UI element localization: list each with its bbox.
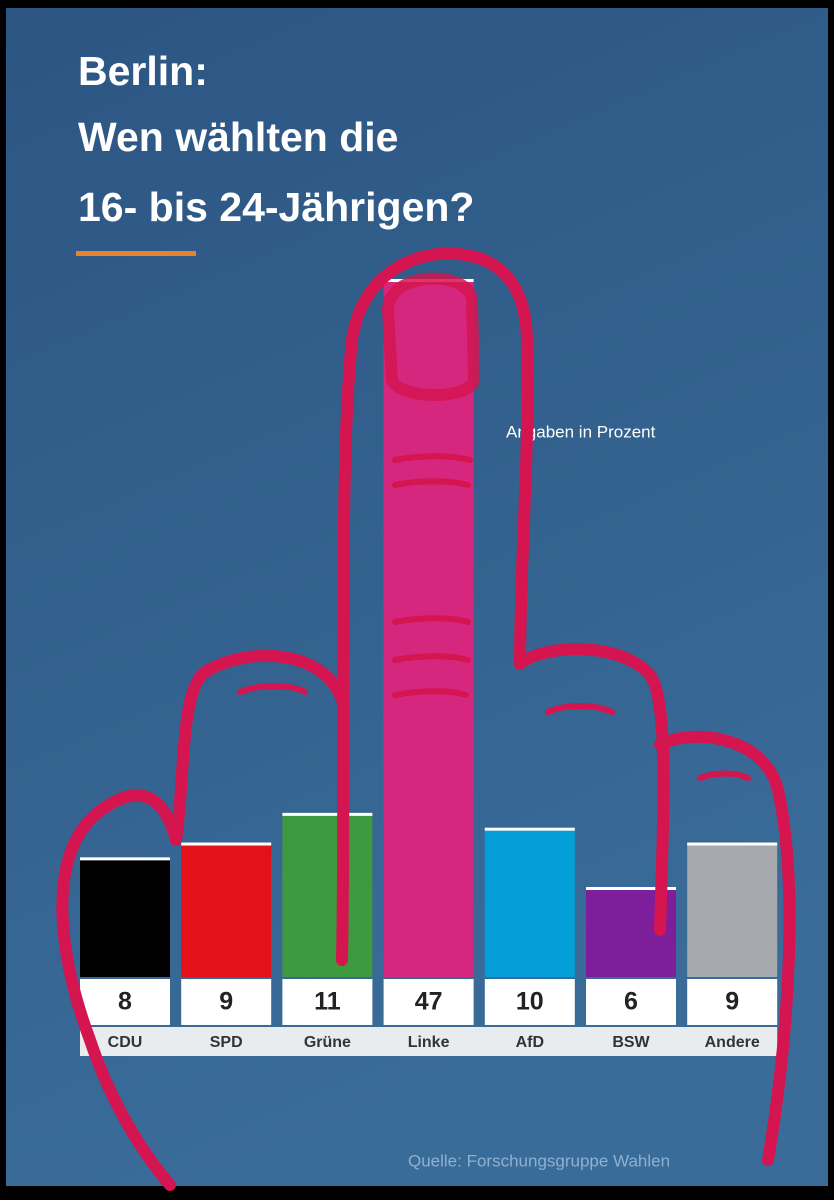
category-label: SPD bbox=[210, 1034, 243, 1051]
category-label: CDU bbox=[108, 1034, 143, 1051]
value-box bbox=[80, 979, 170, 1025]
bar-top bbox=[484, 827, 575, 831]
bar-top bbox=[80, 857, 170, 861]
value-box bbox=[181, 979, 272, 1025]
bar-top bbox=[282, 812, 373, 816]
bar bbox=[484, 828, 575, 977]
value-label: 47 bbox=[415, 988, 443, 1016]
accent-line bbox=[76, 251, 196, 256]
bar bbox=[282, 813, 373, 977]
bar-top bbox=[181, 842, 272, 846]
bar bbox=[80, 858, 170, 977]
category-label: BSW bbox=[612, 1034, 650, 1051]
value-label: 8 bbox=[118, 988, 132, 1016]
bar bbox=[181, 843, 272, 977]
bar-top bbox=[687, 842, 778, 846]
label-strip bbox=[80, 1027, 778, 1056]
value-box bbox=[484, 979, 575, 1025]
bar bbox=[687, 843, 778, 977]
value-label: 9 bbox=[725, 988, 739, 1016]
title-line: 16- bis 24-Jährigen? bbox=[78, 184, 474, 230]
bar-top bbox=[586, 887, 676, 891]
value-box bbox=[687, 979, 778, 1025]
value-box bbox=[383, 979, 474, 1025]
source: Quelle: Forschungsgruppe Wahlen bbox=[408, 1151, 670, 1170]
value-label: 9 bbox=[219, 988, 233, 1016]
value-label: 10 bbox=[516, 988, 544, 1016]
category-label: Andere bbox=[705, 1034, 760, 1051]
subtitle: Angaben in Prozent bbox=[506, 422, 656, 441]
value-box bbox=[282, 979, 373, 1025]
hand-drawing bbox=[56, 247, 796, 1191]
value-box bbox=[586, 979, 676, 1025]
title-line: Berlin: bbox=[78, 48, 208, 94]
title-line: Wen wählten die bbox=[78, 114, 398, 160]
category-label: Grüne bbox=[304, 1034, 351, 1051]
category-label: Linke bbox=[408, 1034, 450, 1051]
value-label: 6 bbox=[624, 988, 638, 1016]
category-label: AfD bbox=[516, 1034, 544, 1051]
value-label: 11 bbox=[314, 988, 341, 1016]
bars: 8 CDU 9 SPD 11 Grüne 47 Linke 10 AfD 6 BSW 9 Andere bbox=[80, 279, 778, 1056]
